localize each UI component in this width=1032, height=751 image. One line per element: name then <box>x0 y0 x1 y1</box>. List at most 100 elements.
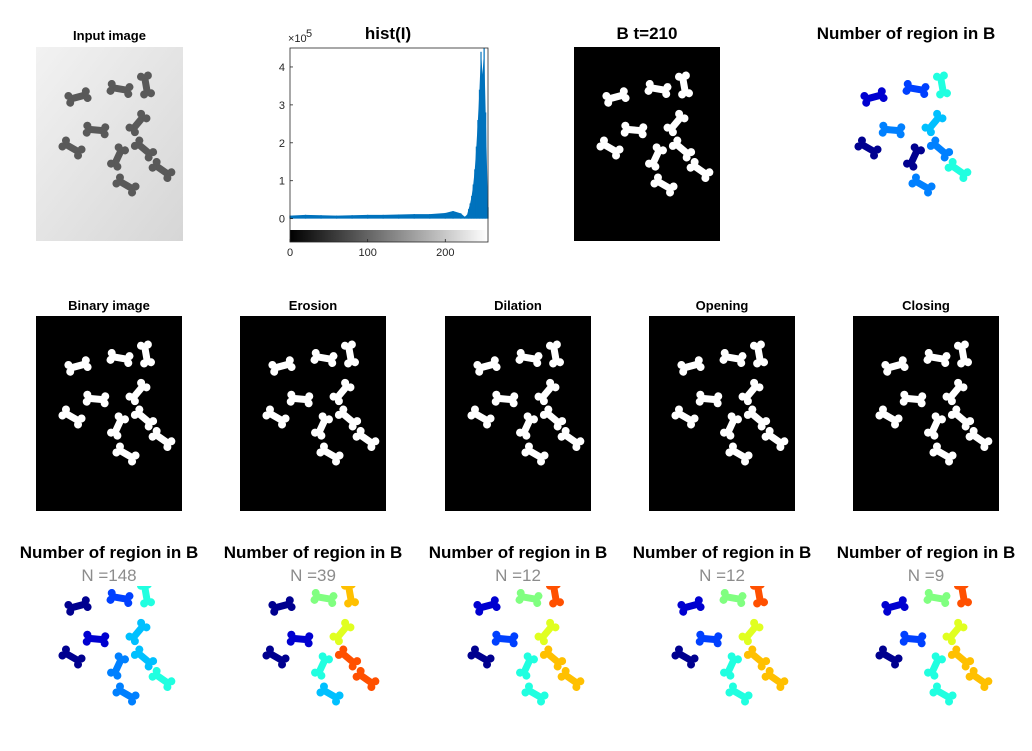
morph-title-1: Erosion <box>288 298 338 313</box>
axes-box <box>289 47 489 243</box>
region-label-canvas-1 <box>260 586 381 707</box>
histogram-title: hist(I) <box>364 24 412 43</box>
histogram-bar <box>367 214 369 219</box>
histogram-bar <box>382 214 384 219</box>
region-count-value-3: N =12 <box>699 566 745 585</box>
histogram-bar <box>444 212 446 219</box>
bone-object <box>695 630 723 648</box>
histogram-bar <box>478 89 481 219</box>
histogram-bar <box>480 51 482 219</box>
region-count-title-3: Number of region in B <box>632 543 812 562</box>
bone-object <box>465 644 497 670</box>
histogram-bar <box>320 215 322 219</box>
bone-object <box>309 588 339 608</box>
bone-object <box>545 586 565 609</box>
histogram-bar <box>413 214 415 219</box>
histogram-bar <box>304 214 307 219</box>
bone-object <box>852 135 884 161</box>
region-count-title-1: Number of region in B <box>223 543 403 562</box>
bone-object <box>906 172 938 198</box>
bone-object <box>899 630 927 648</box>
input-image-canvas <box>36 47 183 241</box>
bone-object <box>718 588 748 608</box>
region-label-canvas-2 <box>465 586 586 707</box>
bone-object <box>63 595 93 617</box>
histogram-bar <box>429 214 431 219</box>
bone-object <box>922 588 952 608</box>
bone-object <box>873 644 905 670</box>
bone-object <box>556 665 586 693</box>
morph-canvas-2 <box>445 316 591 511</box>
histogram-bar <box>481 74 484 219</box>
morph-title-0: Binary image <box>68 298 150 313</box>
morph-image-4 <box>853 316 999 511</box>
x-tick-label: 200 <box>436 247 454 259</box>
y-tick-label: 1 <box>279 176 285 188</box>
histogram-bar <box>335 215 338 219</box>
bone-object <box>267 595 297 617</box>
histogram-bar <box>351 215 353 219</box>
bone-object <box>718 651 744 681</box>
bone-object <box>901 142 927 172</box>
region-label-canvas-4 <box>873 586 994 707</box>
bone-object <box>932 70 952 100</box>
bone-object <box>105 651 131 681</box>
bone-object <box>351 665 381 693</box>
histogram-bar <box>398 214 400 219</box>
histogram-chart: 0 1 2 3 4 0 100 200 ×10 5 <box>268 28 498 263</box>
binary-threshold-image <box>574 47 720 241</box>
y-tick-label: 3 <box>279 100 285 112</box>
histogram-bar <box>460 213 462 219</box>
y-tick-label: 4 <box>279 62 285 74</box>
bone-object <box>327 617 357 647</box>
bone-object <box>723 681 755 707</box>
bone-object <box>676 595 706 617</box>
histogram-bar <box>469 203 471 219</box>
bone-object <box>953 586 973 609</box>
bone-object <box>82 630 110 648</box>
x-tick-label: 0 <box>287 247 293 259</box>
histogram-bar <box>472 184 474 219</box>
bone-object <box>964 665 994 693</box>
bone-object <box>514 651 540 681</box>
grayscale-colorbar <box>290 230 488 242</box>
region-count-value-0: N =148 <box>81 566 137 585</box>
bone-object <box>943 156 973 184</box>
histogram-bar <box>464 216 466 219</box>
morph-canvas-4 <box>853 316 999 511</box>
region-label-canvas-top <box>852 70 973 198</box>
morph-image-0 <box>36 316 182 511</box>
region-label-image-4 <box>853 586 999 746</box>
morph-image-2 <box>445 316 591 511</box>
bone-object <box>136 586 156 609</box>
bone-object <box>340 586 360 609</box>
histogram-bar <box>485 112 487 219</box>
region-label-canvas-0 <box>56 586 177 707</box>
plot-area <box>290 48 488 230</box>
histogram-bar <box>467 209 470 219</box>
region-label-image-3 <box>649 586 795 746</box>
region-label-canvas-3 <box>669 586 790 707</box>
bone-object <box>147 665 177 693</box>
morph-title-3: Opening <box>695 298 749 313</box>
bone-object <box>878 121 906 139</box>
bone-object <box>919 108 949 138</box>
histogram-bar <box>466 214 468 219</box>
bone-object <box>859 86 889 108</box>
region-count-value-4: N =9 <box>907 566 945 585</box>
histogram-bar <box>477 120 479 219</box>
region-label-image-0 <box>36 586 182 746</box>
y-tick-label: 0 <box>279 214 285 226</box>
bone-object <box>519 681 551 707</box>
input-image-title: Input image <box>73 28 146 43</box>
y-tick-label: 2 <box>279 138 285 150</box>
morph-title-4: Closing <box>902 298 950 313</box>
bone-object <box>922 651 948 681</box>
bone-object <box>940 617 970 647</box>
morph-canvas-1 <box>240 316 386 511</box>
histogram-bar <box>483 48 485 219</box>
histogram-bar <box>474 169 476 219</box>
bone-object <box>514 588 544 608</box>
region-label-image-1 <box>240 586 386 746</box>
binary-threshold-title: B t=210 <box>616 24 678 43</box>
